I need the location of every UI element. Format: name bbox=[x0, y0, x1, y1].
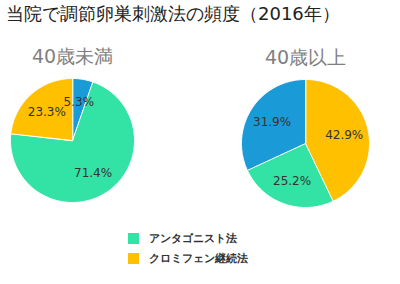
svg-text:40歳未満: 40歳未満 bbox=[32, 45, 113, 67]
svg-text:25.2%: 25.2% bbox=[273, 174, 311, 188]
svg-text:71.4%: 71.4% bbox=[74, 166, 112, 180]
html-text:クロミフェン継続法: クロミフェン継続法 bbox=[149, 251, 248, 265]
svg-text:40歳以上: 40歳以上 bbox=[265, 46, 346, 68]
svg-text:42.9%: 42.9% bbox=[325, 128, 363, 142]
svg-text:5.3%: 5.3% bbox=[64, 95, 95, 109]
html-text:当院で調節卵巣刺激法の頻度（2016年）: 当院で調節卵巣刺激法の頻度（2016年） bbox=[6, 3, 340, 24]
html-text:アンタゴニスト法: アンタゴニスト法 bbox=[149, 231, 237, 245]
svg-text:31.9%: 31.9% bbox=[253, 115, 291, 129]
svg-text:23.3%: 23.3% bbox=[28, 105, 66, 119]
